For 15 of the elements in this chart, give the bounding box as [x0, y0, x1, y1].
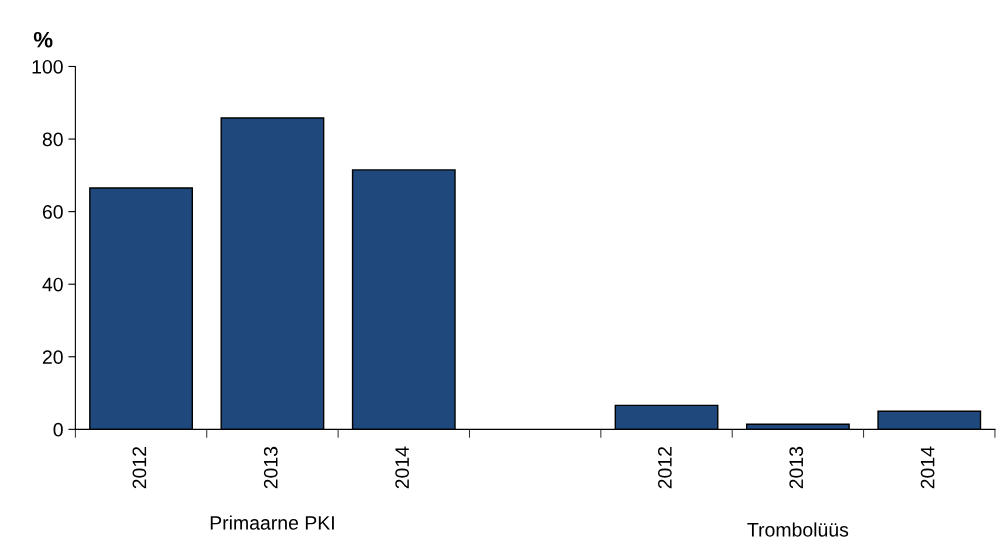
x-tick-label: 2013: [263, 446, 278, 489]
y-axis-title: %: [33, 31, 53, 48]
x-tick-label: 2013: [789, 446, 804, 489]
text: Primaarne PKI: [210, 515, 334, 530]
y-tick-label: 100: [32, 59, 63, 74]
y-tick-label: 20: [42, 350, 63, 365]
y-tick-label: 80: [42, 132, 63, 147]
y-tick-label: 60: [42, 205, 63, 219]
x-tick-label: 2012: [132, 446, 147, 489]
y-tick-label: 0: [53, 422, 63, 437]
y-tick-label: 40: [42, 277, 63, 292]
x-tick-label: 2014: [395, 446, 410, 489]
x-tick-label: 2012: [657, 446, 672, 489]
text: Trombolüüs: [747, 522, 849, 537]
x-tick-label: 2014: [920, 446, 935, 489]
